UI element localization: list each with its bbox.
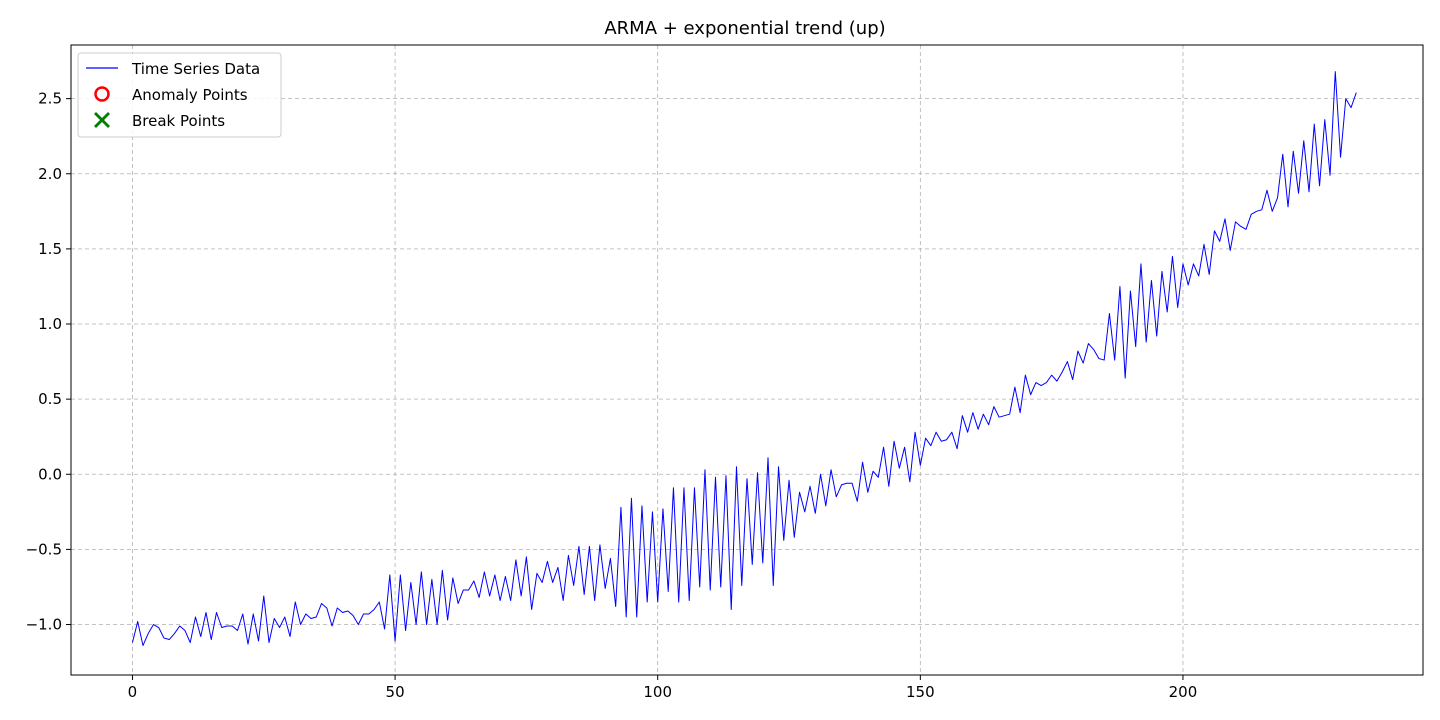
y-tick-label: 0.0 (38, 465, 62, 483)
y-tick-label: 1.0 (38, 315, 62, 333)
y-axis: −1.0 −0.5 0.0 0.5 1.0 1.5 2.0 2.5 (26, 90, 71, 634)
x-axis: 0 50 100 150 200 (128, 675, 1198, 701)
series-group (131, 71, 1357, 647)
legend-label-break: Break Points (132, 112, 225, 130)
legend-anomaly-marker (94, 86, 110, 102)
y-tick-label: 2.5 (38, 90, 62, 108)
x-tick-label: 200 (1169, 683, 1198, 701)
y-tick-label: 0.5 (38, 390, 62, 408)
legend-label-time-series: Time Series Data (131, 60, 260, 78)
x-tick-label: 100 (643, 683, 672, 701)
legend: Time Series Data Anomaly Points Break Po… (77, 52, 282, 138)
chart-title: ARMA + exponential trend (up) (604, 18, 885, 39)
y-tick-label: 1.5 (38, 240, 62, 258)
x-tick-label: 150 (906, 683, 935, 701)
grid (71, 45, 1423, 675)
y-tick-label: −1.0 (26, 616, 62, 634)
axes-frame (70, 44, 1424, 676)
x-tick-label: 0 (128, 683, 138, 701)
y-tick-label: −0.5 (26, 540, 62, 558)
series-line-time-series-data (131, 71, 1357, 647)
legend-box (77, 52, 282, 138)
legend-label-anomaly: Anomaly Points (132, 86, 248, 104)
y-tick-label: 2.0 (38, 165, 62, 183)
x-tick-label: 50 (386, 683, 405, 701)
legend-break-marker (94, 112, 110, 128)
